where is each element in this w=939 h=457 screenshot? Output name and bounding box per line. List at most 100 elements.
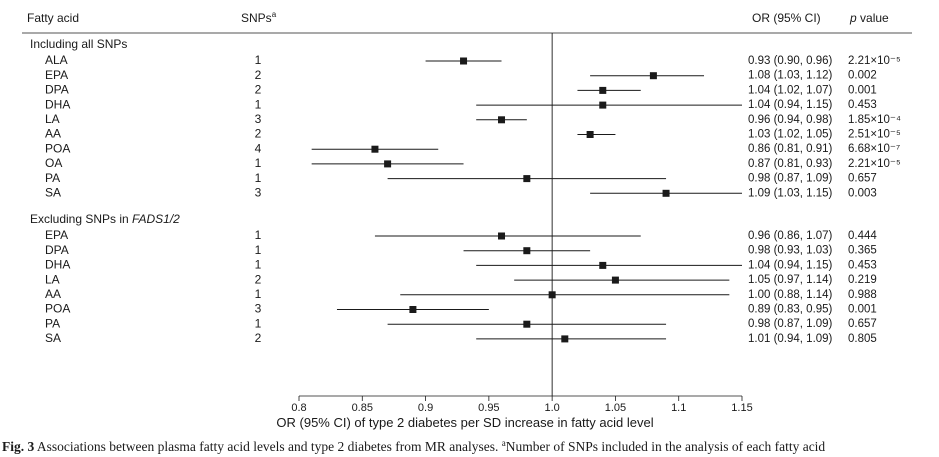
or-label: 1.00 (0.88, 1.14)	[748, 289, 833, 301]
row-snps: 1	[255, 316, 262, 330]
header-note-mark: a	[272, 10, 277, 19]
row-snps: 3	[255, 112, 262, 126]
caption-text: Associations between plasma fatty acid l…	[34, 439, 502, 454]
or-label: 0.87 (0.81, 0.93)	[748, 158, 833, 170]
or-label: 0.96 (0.94, 0.98)	[748, 114, 833, 126]
or-label: 0.96 (0.86, 1.07)	[748, 230, 833, 242]
or-point	[649, 72, 657, 80]
or-label: 0.98 (0.93, 1.03)	[748, 245, 833, 257]
or-point	[409, 306, 417, 313]
or-label: 0.98 (0.87, 1.09)	[748, 173, 833, 185]
header-ci: OR (95% CI)	[752, 11, 821, 25]
or-label: 1.04 (0.94, 1.15)	[748, 99, 833, 111]
p-label: 2.21×10⁻⁵	[848, 55, 901, 67]
or-label: 1.03 (1.02, 1.05)	[748, 129, 833, 141]
row-name: AA	[45, 287, 61, 301]
caption-note-mark: a	[502, 438, 506, 448]
row-snps: 2	[255, 127, 262, 141]
row-name: LA	[45, 112, 60, 126]
or-point	[561, 335, 569, 343]
or-label: 0.86 (0.81, 0.91)	[748, 143, 833, 155]
row-snps: 1	[255, 171, 262, 185]
p-label: 0.453	[848, 259, 877, 271]
p-label: 6.68×10⁻⁷	[848, 143, 900, 155]
or-point	[460, 57, 468, 65]
row-name: EPA	[45, 228, 68, 242]
p-label: 0.444	[848, 230, 877, 242]
p-label: 0.002	[848, 70, 877, 82]
header-name: Fatty acid	[27, 11, 79, 25]
x-tick-label: 1.15	[731, 402, 752, 414]
or-label: 1.09 (1.03, 1.15)	[748, 187, 833, 199]
row-snps: 2	[255, 68, 262, 82]
row-name: PA	[45, 316, 60, 330]
group-label: Excluding SNPs in FADS1/2	[30, 212, 180, 226]
row-name: SA	[45, 185, 61, 199]
row-snps: 2	[255, 83, 262, 97]
or-label: 0.93 (0.90, 0.96)	[748, 55, 833, 67]
caption: Fig. 3 Associations between plasma fatty…	[2, 438, 825, 454]
row-name: DHA	[45, 258, 70, 272]
or-point	[611, 276, 619, 284]
row-name: DHA	[45, 97, 70, 111]
row-snps: 1	[255, 53, 262, 67]
row-snps: 1	[255, 228, 262, 242]
p-label: 2.51×10⁻⁵	[848, 129, 901, 141]
row-snps: 4	[255, 141, 262, 155]
row-snps: 2	[255, 272, 262, 286]
or-label: 1.01 (0.94, 1.09)	[748, 333, 833, 345]
group-label-text: Including all SNPs	[30, 37, 127, 51]
row-snps: 1	[255, 258, 262, 272]
p-label: 0.365	[848, 245, 877, 257]
or-label: 1.05 (0.97, 1.14)	[748, 274, 833, 286]
or-point	[599, 261, 607, 269]
or-point	[498, 232, 506, 240]
p-label: 1.85×10⁻⁴	[848, 114, 901, 126]
p-label: 0.657	[848, 318, 877, 330]
row-name: LA	[45, 272, 60, 286]
row-snps: 1	[255, 287, 262, 301]
row-snps: 1	[255, 243, 262, 257]
header-snps-text: SNPs	[241, 11, 272, 25]
row-snps: 3	[255, 185, 262, 199]
p-label: 0.453	[848, 99, 877, 111]
or-point	[523, 320, 531, 328]
row-name: ALA	[45, 53, 68, 67]
x-tick-label: 0.8	[291, 402, 306, 414]
row-snps: 2	[255, 331, 262, 345]
or-label: 0.89 (0.83, 0.95)	[748, 304, 833, 316]
or-point	[371, 145, 379, 153]
caption-label: Fig. 3	[2, 439, 34, 454]
row-snps: 3	[255, 302, 262, 316]
row-name: DPA	[45, 83, 69, 97]
row-name: AA	[45, 127, 61, 141]
header-snps: SNPsa	[241, 10, 277, 25]
or-point	[384, 160, 392, 168]
or-label: 1.04 (0.94, 1.15)	[748, 259, 833, 271]
header-p-italic: p	[849, 11, 857, 25]
row-snps: 1	[255, 97, 262, 111]
caption-note: Number of SNPs included in the analysis …	[506, 439, 826, 454]
row-name: EPA	[45, 68, 68, 82]
group-label-italic: FADS1/2	[132, 212, 180, 226]
x-tick-label: 1.1	[671, 402, 686, 414]
or-point	[586, 131, 594, 138]
or-point	[523, 175, 531, 183]
header-p-rest: value	[857, 11, 889, 25]
or-label: 1.08 (1.03, 1.12)	[748, 70, 833, 82]
or-point	[599, 86, 607, 94]
group-label-text: Excluding SNPs in	[30, 212, 132, 226]
p-label: 0.805	[848, 333, 877, 345]
row-name: OA	[45, 156, 62, 170]
group-label: Including all SNPs	[30, 37, 127, 51]
row-snps: 1	[255, 156, 262, 170]
or-point	[599, 101, 607, 109]
or-point	[662, 189, 670, 197]
x-tick-label: 0.85	[352, 402, 373, 414]
p-label: 0.219	[848, 274, 877, 286]
p-label: 0.001	[848, 304, 877, 316]
or-point	[523, 247, 531, 255]
x-tick-label: 1.05	[605, 402, 626, 414]
or-label: 1.04 (1.02, 1.07)	[748, 84, 833, 96]
